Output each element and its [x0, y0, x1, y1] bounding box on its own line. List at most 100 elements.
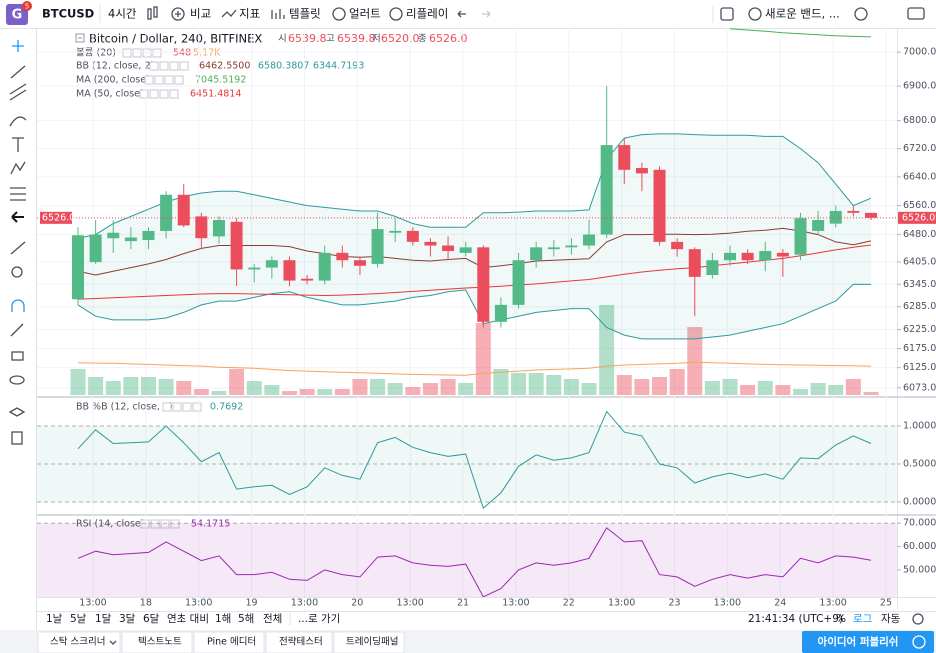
line-tool[interactable]: [10, 65, 26, 79]
legend-button[interactable]: [122, 48, 132, 58]
range-button[interactable]: 5해: [238, 612, 254, 625]
legend-button[interactable]: [152, 48, 162, 58]
y-tick-label: 6640.0: [903, 171, 936, 182]
time-label: 18: [140, 598, 152, 609]
ruler-tool[interactable]: [10, 241, 26, 255]
legend-button[interactable]: [140, 519, 150, 529]
legend-button[interactable]: [162, 402, 172, 412]
replay[interactable]: 리플레이: [406, 7, 448, 21]
layout-icon[interactable]: [720, 7, 734, 21]
candle-body: [547, 247, 560, 250]
legend-button[interactable]: [159, 61, 169, 71]
range-button[interactable]: 6달: [143, 613, 160, 625]
redo[interactable]: [482, 10, 491, 18]
text-tool[interactable]: [12, 137, 24, 152]
legend-button[interactable]: [164, 75, 174, 85]
settings-icon[interactable]: [854, 7, 868, 21]
fib-tool[interactable]: [9, 83, 27, 101]
legend-button[interactable]: [144, 75, 154, 85]
volume-bar: [246, 381, 262, 395]
alerts[interactable]: 얼러트: [349, 7, 381, 21]
ma200-line: [729, 28, 872, 38]
time-label: 13:00: [819, 598, 846, 609]
zoom-tool[interactable]: [11, 266, 23, 278]
tab[interactable]: [193, 631, 265, 653]
templates[interactable]: 템플릿: [289, 7, 321, 21]
crosshair-tool[interactable]: [12, 40, 24, 52]
visibility-tool[interactable]: [9, 375, 25, 385]
pattern-tool[interactable]: [10, 161, 26, 175]
time-label: 13:00: [396, 598, 423, 609]
time-label: 23: [668, 598, 680, 609]
trash-tool[interactable]: [11, 431, 23, 445]
candle-body: [89, 234, 102, 263]
tab[interactable]: [121, 631, 193, 653]
legend-button[interactable]: [160, 519, 170, 529]
back-tool[interactable]: [11, 211, 24, 223]
range-button[interactable]: 1달: [95, 613, 112, 625]
range-button[interactable]: 1날: [46, 613, 63, 625]
candle-body: [864, 212, 877, 218]
range-button[interactable]: 3달: [119, 613, 136, 625]
volume-bar: [634, 379, 650, 395]
tab[interactable]: [265, 631, 333, 653]
legend-button[interactable]: [154, 75, 164, 85]
y-tick-label: 6285.0: [903, 301, 936, 312]
legend-button[interactable]: [159, 89, 169, 99]
range-button[interactable]: 연초 대비: [167, 613, 209, 625]
candle-icon[interactable]: [147, 6, 158, 20]
compare[interactable]: 비교: [190, 7, 211, 21]
logo[interactable]: [6, 4, 28, 25]
legend-button[interactable]: [149, 89, 159, 99]
legend-button[interactable]: [142, 48, 152, 58]
prediction-tool[interactable]: [10, 187, 26, 201]
candle-body: [283, 260, 296, 281]
volume-value: 548: [173, 48, 191, 59]
magnet-tool[interactable]: [11, 299, 25, 312]
goto-date[interactable]: ...로 가기: [298, 613, 340, 625]
interval[interactable]: 4시간: [108, 7, 137, 21]
volume-legend: 볼륨 (20): [76, 48, 116, 59]
snapshot-icon[interactable]: [907, 7, 925, 20]
y-tick-label: 7000.0: [903, 47, 936, 58]
brush-tool[interactable]: [9, 116, 27, 127]
log-toggle[interactable]: 로그: [853, 613, 873, 625]
percent-toggle[interactable]: %: [836, 613, 846, 625]
legend-button[interactable]: [132, 48, 142, 58]
indicators[interactable]: 지표: [239, 7, 260, 21]
volume-bar: [828, 385, 844, 395]
layout-name[interactable]: 새로운 밴드, ...: [765, 7, 840, 21]
legend-button[interactable]: [192, 402, 202, 412]
layers-tool[interactable]: [8, 407, 26, 417]
publish-button[interactable]: [802, 631, 934, 653]
legend-button[interactable]: [139, 89, 149, 99]
volume-bar: [704, 381, 720, 395]
undo[interactable]: [457, 10, 466, 18]
range-button[interactable]: 전체: [263, 613, 282, 625]
symbol[interactable]: BTCUSD: [42, 7, 94, 21]
legend-button[interactable]: [150, 519, 160, 529]
y-tick-label: 0.5000: [903, 458, 936, 469]
range-button[interactable]: 5날: [70, 613, 87, 625]
legend-button[interactable]: [174, 75, 184, 85]
replay-icon: [389, 7, 403, 21]
range-button[interactable]: 1해: [215, 612, 231, 625]
draw-mode-tool[interactable]: [10, 323, 24, 337]
legend-button[interactable]: [182, 402, 192, 412]
legend-button[interactable]: [169, 61, 179, 71]
auto-toggle[interactable]: 자동: [881, 613, 901, 625]
collapse-box[interactable]: [75, 33, 85, 43]
lock-tool[interactable]: [11, 351, 24, 361]
legend-button[interactable]: [170, 519, 180, 529]
legend-button[interactable]: [179, 61, 189, 71]
legend-button[interactable]: [169, 89, 179, 99]
time-label: 13:00: [608, 598, 635, 609]
legend-button[interactable]: [172, 402, 182, 412]
legend-button[interactable]: [149, 61, 159, 71]
bb-basis-line: [77, 227, 872, 276]
volume-bar: [687, 327, 703, 395]
tab[interactable]: [37, 631, 121, 653]
tab[interactable]: [333, 631, 405, 653]
axis-settings[interactable]: [912, 613, 924, 625]
